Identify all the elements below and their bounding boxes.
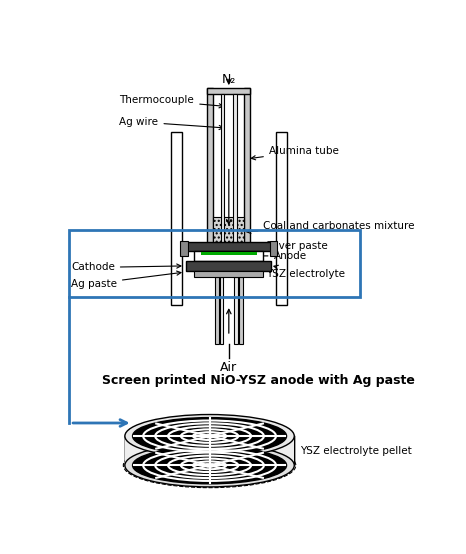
Bar xyxy=(244,88,250,259)
Text: YSZ electrolyte: YSZ electrolyte xyxy=(266,265,345,279)
Text: Screen printed NiO-YSZ anode with Ag paste: Screen printed NiO-YSZ anode with Ag pas… xyxy=(102,375,415,387)
Text: Anode: Anode xyxy=(256,251,307,261)
Bar xyxy=(194,252,263,261)
Bar xyxy=(219,276,223,343)
Ellipse shape xyxy=(125,444,294,487)
Ellipse shape xyxy=(132,418,287,455)
Bar xyxy=(186,242,271,252)
Bar xyxy=(180,240,188,256)
Bar xyxy=(239,276,243,343)
Text: Alumina tube: Alumina tube xyxy=(251,146,339,160)
Text: Cathode: Cathode xyxy=(71,263,181,273)
Bar xyxy=(276,132,287,305)
Ellipse shape xyxy=(125,414,294,458)
Bar xyxy=(186,261,271,270)
Bar xyxy=(69,230,360,297)
Bar xyxy=(207,88,213,259)
Bar xyxy=(213,217,244,258)
Text: Air: Air xyxy=(220,361,237,373)
Text: Ag wire: Ag wire xyxy=(119,117,223,130)
Text: Silver paste: Silver paste xyxy=(248,241,328,254)
Ellipse shape xyxy=(204,434,215,438)
Text: Thermocouple: Thermocouple xyxy=(119,95,223,108)
Bar xyxy=(233,94,237,244)
Bar xyxy=(234,276,238,343)
Text: Ag paste: Ag paste xyxy=(71,271,181,289)
Text: YSZ electrolyte pellet: YSZ electrolyte pellet xyxy=(301,446,412,456)
Bar xyxy=(270,240,277,256)
Bar xyxy=(171,132,182,305)
Text: N₂: N₂ xyxy=(222,73,236,86)
Bar xyxy=(221,94,224,244)
Bar xyxy=(125,436,294,465)
Bar xyxy=(194,270,263,276)
Text: Coal and carbonates mixture: Coal and carbonates mixture xyxy=(247,221,415,234)
Bar xyxy=(215,276,219,343)
Ellipse shape xyxy=(204,463,215,468)
Bar xyxy=(201,252,257,255)
Bar xyxy=(207,88,250,94)
Ellipse shape xyxy=(132,447,287,484)
